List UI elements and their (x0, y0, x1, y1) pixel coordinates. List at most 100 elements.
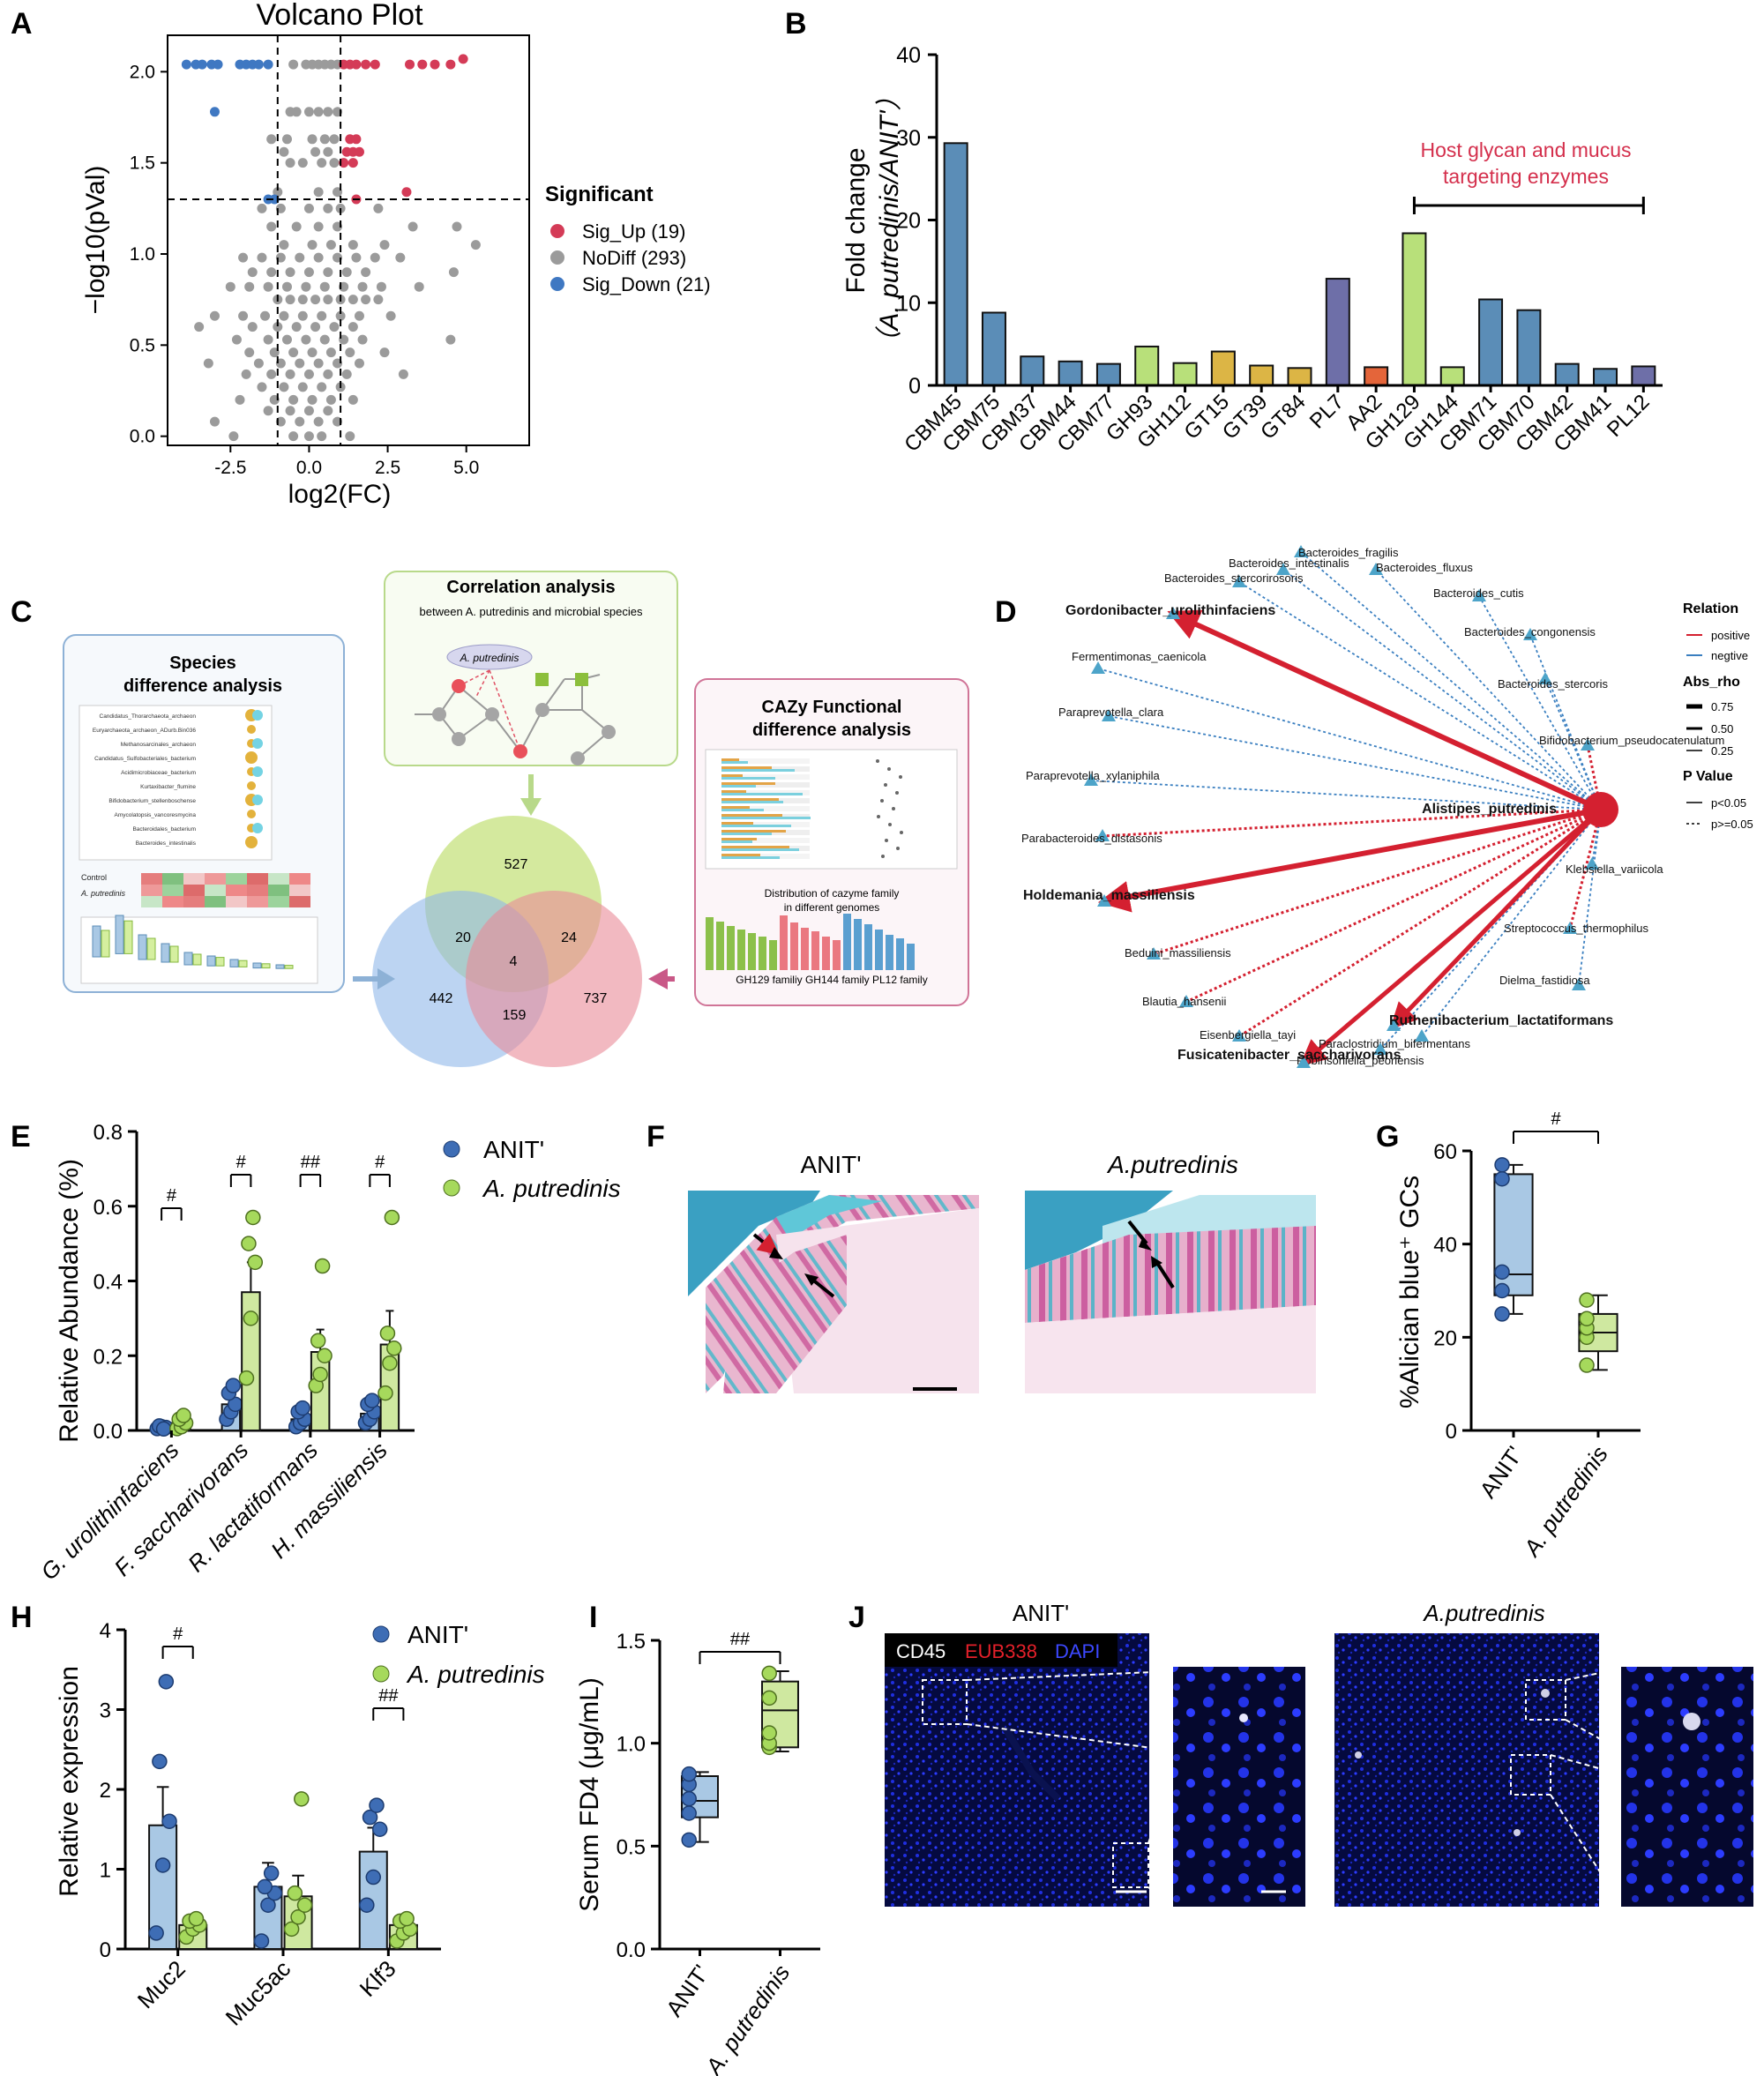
volcano-point-nodiff (313, 358, 324, 369)
eChart-point-1 (377, 1385, 393, 1401)
eChart-point-0 (225, 1378, 242, 1393)
species-dot-control (247, 781, 256, 790)
hChart-point-0 (359, 1897, 375, 1913)
panel-c-workflow: C Species difference analysis Candidatus… (11, 571, 969, 1067)
node-icon-paraclostridium_bifermentans (1415, 1029, 1429, 1042)
bar-gt39 (1249, 364, 1274, 386)
cazy-bar-cyan (721, 833, 772, 835)
cd45-signal-4 (1355, 1751, 1362, 1759)
volcano-point-nodiff (385, 310, 396, 321)
volcano-point-nodiff (297, 382, 308, 392)
legend-positive: positive (1711, 629, 1750, 642)
species-name: Kurtaxibacter_flumine (140, 784, 196, 790)
volcano-point-nodiff (373, 295, 384, 305)
volcano-point-sig_up (405, 59, 415, 70)
node-icon-fermentimonas_caenicola (1091, 661, 1105, 674)
panel-label-g: G (1376, 1120, 1399, 1154)
volcano-point-sig_up (401, 187, 412, 198)
volcano-point-nodiff (209, 416, 220, 427)
node-icon-blautia_hansenii (1179, 995, 1193, 1007)
b-ytick-label-2: 20 (896, 209, 921, 234)
volcano-legend: Significant Sig_Up (19) NoDiff (293) Sig… (545, 183, 711, 295)
node-icon-beduini_massiliensis (1147, 947, 1161, 960)
hChart-point-0 (148, 1925, 164, 1941)
bar-aa2 (1364, 366, 1389, 386)
cazy-bar-cyan (721, 825, 791, 827)
species-dot-control (245, 751, 258, 764)
hChart-xtick-label-0: Muc2 (132, 1955, 191, 2013)
volcano-point-nodiff (323, 146, 333, 157)
species-name: Bacteroides_intestinalis (136, 840, 197, 847)
cazy-bar-cyan (721, 785, 756, 788)
correlation-title: Correlation analysis (446, 578, 615, 597)
iChart-ytick-label-1: 0.5 (617, 1835, 646, 1859)
node-label-gordonibacter_urolithinfaciens: Gordonibacter_urolithinfaciens (1065, 603, 1275, 618)
glycan-annotation-line1: Host glycan and mucus (1420, 138, 1631, 161)
h-legend-aput: A. putredinis (406, 1661, 545, 1688)
bar-cbm44 (1058, 360, 1083, 386)
alcian-chart: 0 20 40 60 ANIT'A. putredinis # (1433, 1109, 1641, 1562)
volcano-point-nodiff (288, 347, 299, 358)
eChart-point-1 (382, 1355, 398, 1371)
bar-gh144 (1439, 366, 1465, 386)
abundance-ylabel: Relative Abundance (%) (55, 1159, 84, 1443)
iChart-point-0 (681, 1790, 697, 1807)
cazy-row-bg (721, 758, 810, 764)
zoom-line-7 (1550, 1754, 1622, 1775)
species-boxplot-marks (92, 915, 294, 969)
gChart-point-1 (1579, 1357, 1595, 1373)
heatmap-cell (205, 873, 226, 885)
iChart-point-1 (761, 1690, 777, 1706)
volcano-xlabel: log2(FC) (288, 480, 392, 509)
panel-j-fish: J ANIT' A.putredinis CD45 EUB338 DAPI (848, 1600, 1753, 1907)
cazy-dist-bar-pl12 (854, 919, 862, 970)
volcano-xtick-label-3: 5.0 (453, 458, 479, 478)
cazy-bar-orange (721, 790, 746, 793)
thumb-box-blue (206, 955, 216, 967)
gChart-point-0 (1494, 1170, 1510, 1187)
iChart-sig-mark: ## (730, 1630, 751, 1649)
cazy-dist-1: Distribution of cazyme family (765, 887, 900, 900)
net-node-red1 (452, 679, 466, 693)
zoom-line-1 (966, 1670, 1174, 1681)
node-icon-ruthenibacterium_lactatiformans (1387, 1019, 1401, 1031)
hChart-sig-mark: ## (378, 1686, 399, 1706)
volcano-point-nodiff (295, 416, 305, 427)
volcano-point-nodiff (323, 369, 333, 379)
volcano-point-nodiff (341, 267, 352, 278)
panel-e-abundance: E 0.00.20.40.60.8#G. urolithinfaciens#F.… (11, 1120, 621, 1585)
node-label-beduini_massiliensis: Beduini_massiliensis (1125, 946, 1231, 960)
cazy-dist-bar-pl12 (843, 914, 851, 970)
cazy-distribution-bars (706, 914, 915, 970)
node-label-paraprevotella_clara: Paraprevotella_clara (1058, 706, 1164, 719)
net-node-g2 (485, 707, 499, 721)
node-icon-bacteroides_fragilis (1294, 545, 1308, 557)
hChart-ytick-label-4: 4 (100, 1619, 111, 1643)
edge-fermentimonas_caenicola (1097, 668, 1602, 810)
cazy-bar-orange (721, 854, 760, 856)
volcano-point-nodiff (379, 347, 390, 358)
species-name: Bacteroidales_bacterium (132, 826, 196, 833)
cazy-bar-cyan (721, 801, 783, 803)
cazy-bar-cyan (721, 856, 780, 859)
edge-paraprevotella_clara (1108, 715, 1602, 810)
eChart-ytick-label-0: 0.0 (93, 1420, 123, 1444)
volcano-point-nodiff (273, 322, 283, 332)
volcano-point-nodiff (325, 240, 336, 250)
cazy-bar-orange (721, 774, 743, 777)
volcano-point-nodiff (238, 252, 249, 263)
heatmap-cell (226, 885, 247, 896)
edge-blautia_hansenii (1185, 808, 1602, 1004)
cazy-ci-dot (887, 767, 891, 771)
hChart-point-0 (161, 1813, 177, 1829)
hChart-point-0 (369, 1797, 385, 1813)
volcano-point-nodiff (398, 369, 408, 379)
legend-nodiff: NoDiff (293) (582, 247, 686, 269)
cazy-dist-2: in different genomes (784, 901, 880, 914)
hChart-ytick-label-1: 1 (100, 1859, 111, 1883)
panel-label-b: B (785, 7, 807, 41)
cazy-row-bg (721, 806, 810, 811)
heatmap-cell (162, 873, 183, 885)
species-dot-aput (252, 710, 263, 721)
volcano-point-sig_up (430, 59, 440, 70)
